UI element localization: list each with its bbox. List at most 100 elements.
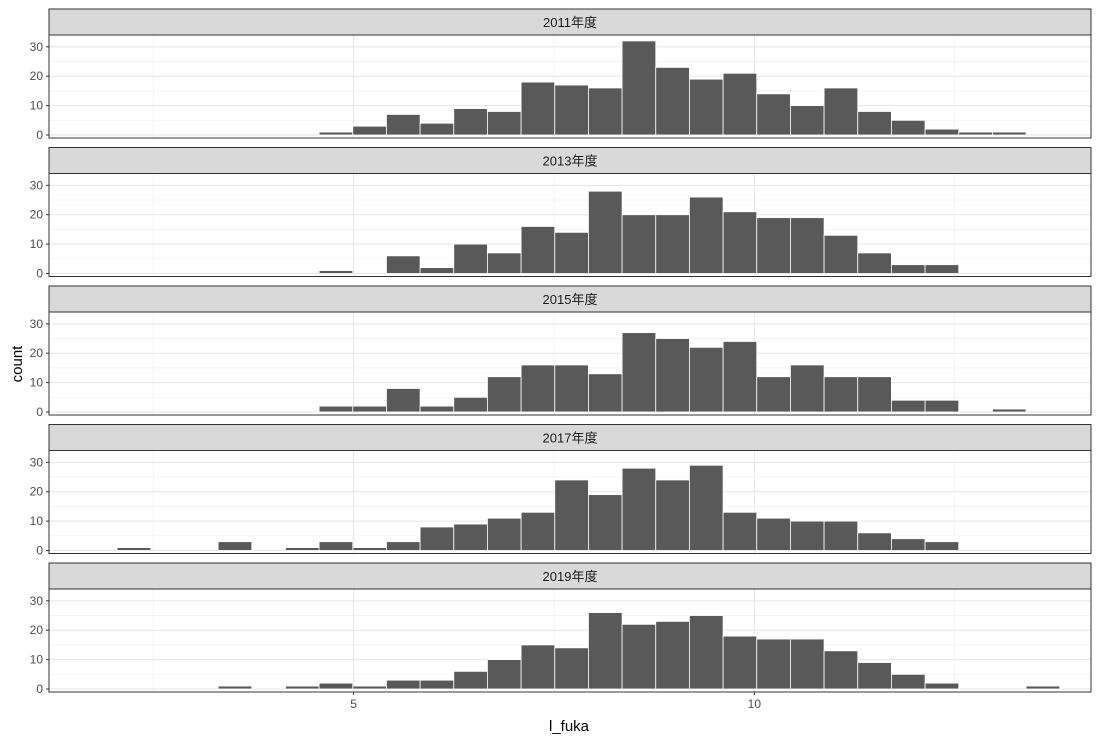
- histogram-bar: [823, 650, 859, 690]
- y-tick-label: 0: [36, 544, 43, 558]
- facet-strip: [48, 8, 1092, 36]
- histogram-bar: [116, 547, 152, 551]
- histogram-bar: [588, 373, 623, 413]
- histogram-bar: [790, 364, 825, 413]
- histogram-bar: [386, 541, 421, 551]
- histogram-bar: [689, 464, 724, 551]
- x-axis: 5 10: [350, 692, 761, 711]
- histogram-bar: [924, 264, 960, 274]
- histogram-bar: [756, 376, 791, 413]
- histogram-bar: [689, 78, 724, 136]
- histogram-bar: [453, 243, 488, 274]
- histogram-bar: [992, 131, 1027, 136]
- histogram-bar: [756, 93, 791, 136]
- histogram-bar: [823, 376, 859, 413]
- histogram-bar: [924, 682, 960, 690]
- y-tick-label: 20: [30, 346, 44, 360]
- histogram-bar: [554, 84, 589, 136]
- y-tick-label: 20: [30, 208, 44, 222]
- y-tick-label: 20: [30, 623, 44, 637]
- y-axis-title: count: [9, 345, 26, 383]
- histogram-bar: [924, 128, 960, 136]
- histogram-bar: [823, 87, 859, 136]
- facet-strip-label: 2015年度: [543, 292, 598, 307]
- histogram-bar: [487, 252, 522, 274]
- histogram-bar: [487, 517, 522, 551]
- histogram-bar: [419, 679, 455, 690]
- histogram-bar: [554, 647, 589, 690]
- histogram-bar: [419, 267, 455, 274]
- facet-panel: 2015年度 0 10 20 30: [30, 285, 1092, 419]
- histogram-bar: [756, 638, 791, 690]
- y-tick-label: 10: [30, 653, 44, 667]
- facet-strip: [48, 424, 1092, 451]
- histogram-bar: [722, 511, 758, 551]
- y-tick-label: 10: [30, 514, 44, 528]
- histogram-bar: [756, 217, 791, 274]
- x-tick-label: 5: [350, 697, 357, 711]
- histogram-bar: [588, 87, 623, 136]
- y-tick-label: 30: [30, 40, 44, 54]
- histogram-bar: [285, 547, 320, 551]
- histogram-bar: [386, 255, 421, 274]
- histogram-bar: [655, 479, 690, 551]
- histogram-bar: [891, 119, 926, 136]
- y-tick-label: 0: [36, 267, 43, 281]
- histogram-bar: [520, 81, 556, 136]
- y-tick-label: 0: [36, 682, 43, 696]
- histogram-bar: [621, 332, 657, 413]
- histogram-bar: [790, 217, 825, 274]
- histogram-bar: [857, 376, 892, 413]
- histogram-bar: [352, 547, 387, 551]
- histogram-bar: [520, 364, 556, 413]
- histogram-bar: [790, 638, 825, 690]
- facet-strip-label: 2011年度: [543, 15, 597, 30]
- histogram-bar: [588, 190, 623, 274]
- facet-panel: 2017年度 0 10 20 30: [30, 424, 1092, 558]
- histogram-bar: [419, 526, 455, 551]
- histogram-bar: [487, 659, 522, 690]
- y-tick-label: 0: [36, 128, 43, 142]
- facet-strip: [48, 285, 1092, 313]
- histogram-bar: [419, 122, 455, 136]
- histogram-bar: [487, 111, 522, 136]
- x-tick-label: 10: [748, 697, 762, 711]
- histogram-bar: [621, 623, 657, 690]
- x-axis-title: l_fuka: [549, 718, 590, 735]
- histogram-bar: [790, 105, 825, 136]
- histogram-bar: [621, 40, 657, 136]
- histogram-bar: [588, 494, 623, 551]
- histogram-bar: [722, 72, 758, 136]
- facet-panels: 2011年度01020302013年度01020302015年度01020302…: [30, 8, 1092, 696]
- histogram-bar: [453, 108, 488, 136]
- histogram-bar: [823, 234, 859, 274]
- histogram-bar: [1025, 685, 1061, 690]
- histogram-bar: [857, 111, 892, 136]
- histogram-bar: [689, 196, 724, 274]
- histogram-bar: [386, 679, 421, 690]
- histogram-bar: [285, 685, 320, 690]
- facet-panel: 2019年度 0 10 20 30: [30, 562, 1092, 696]
- y-tick-label: 20: [30, 69, 44, 83]
- histogram-bar: [689, 346, 724, 413]
- histogram-bar: [520, 511, 556, 551]
- facet-strip-label: 2017年度: [543, 431, 598, 446]
- histogram-bar: [924, 541, 960, 551]
- histogram-bar: [891, 399, 926, 413]
- facet-strip: [48, 147, 1092, 174]
- histogram-bar: [520, 644, 556, 690]
- y-tick-label: 20: [30, 485, 44, 499]
- panel-border: [48, 311, 1092, 416]
- histogram-bar: [857, 252, 892, 274]
- histogram-bar: [419, 405, 455, 413]
- histogram-bar: [318, 541, 354, 551]
- histogram-bar: [318, 405, 354, 413]
- histogram-bar: [621, 214, 657, 274]
- histogram-bar: [554, 231, 589, 274]
- panel-border: [48, 588, 1092, 693]
- y-tick-label: 10: [30, 99, 44, 113]
- histogram-bar: [318, 270, 354, 274]
- histogram-bar: [857, 662, 892, 690]
- histogram-bar: [857, 532, 892, 551]
- facet-panel: 2011年度 0 10 20 30: [30, 8, 1092, 142]
